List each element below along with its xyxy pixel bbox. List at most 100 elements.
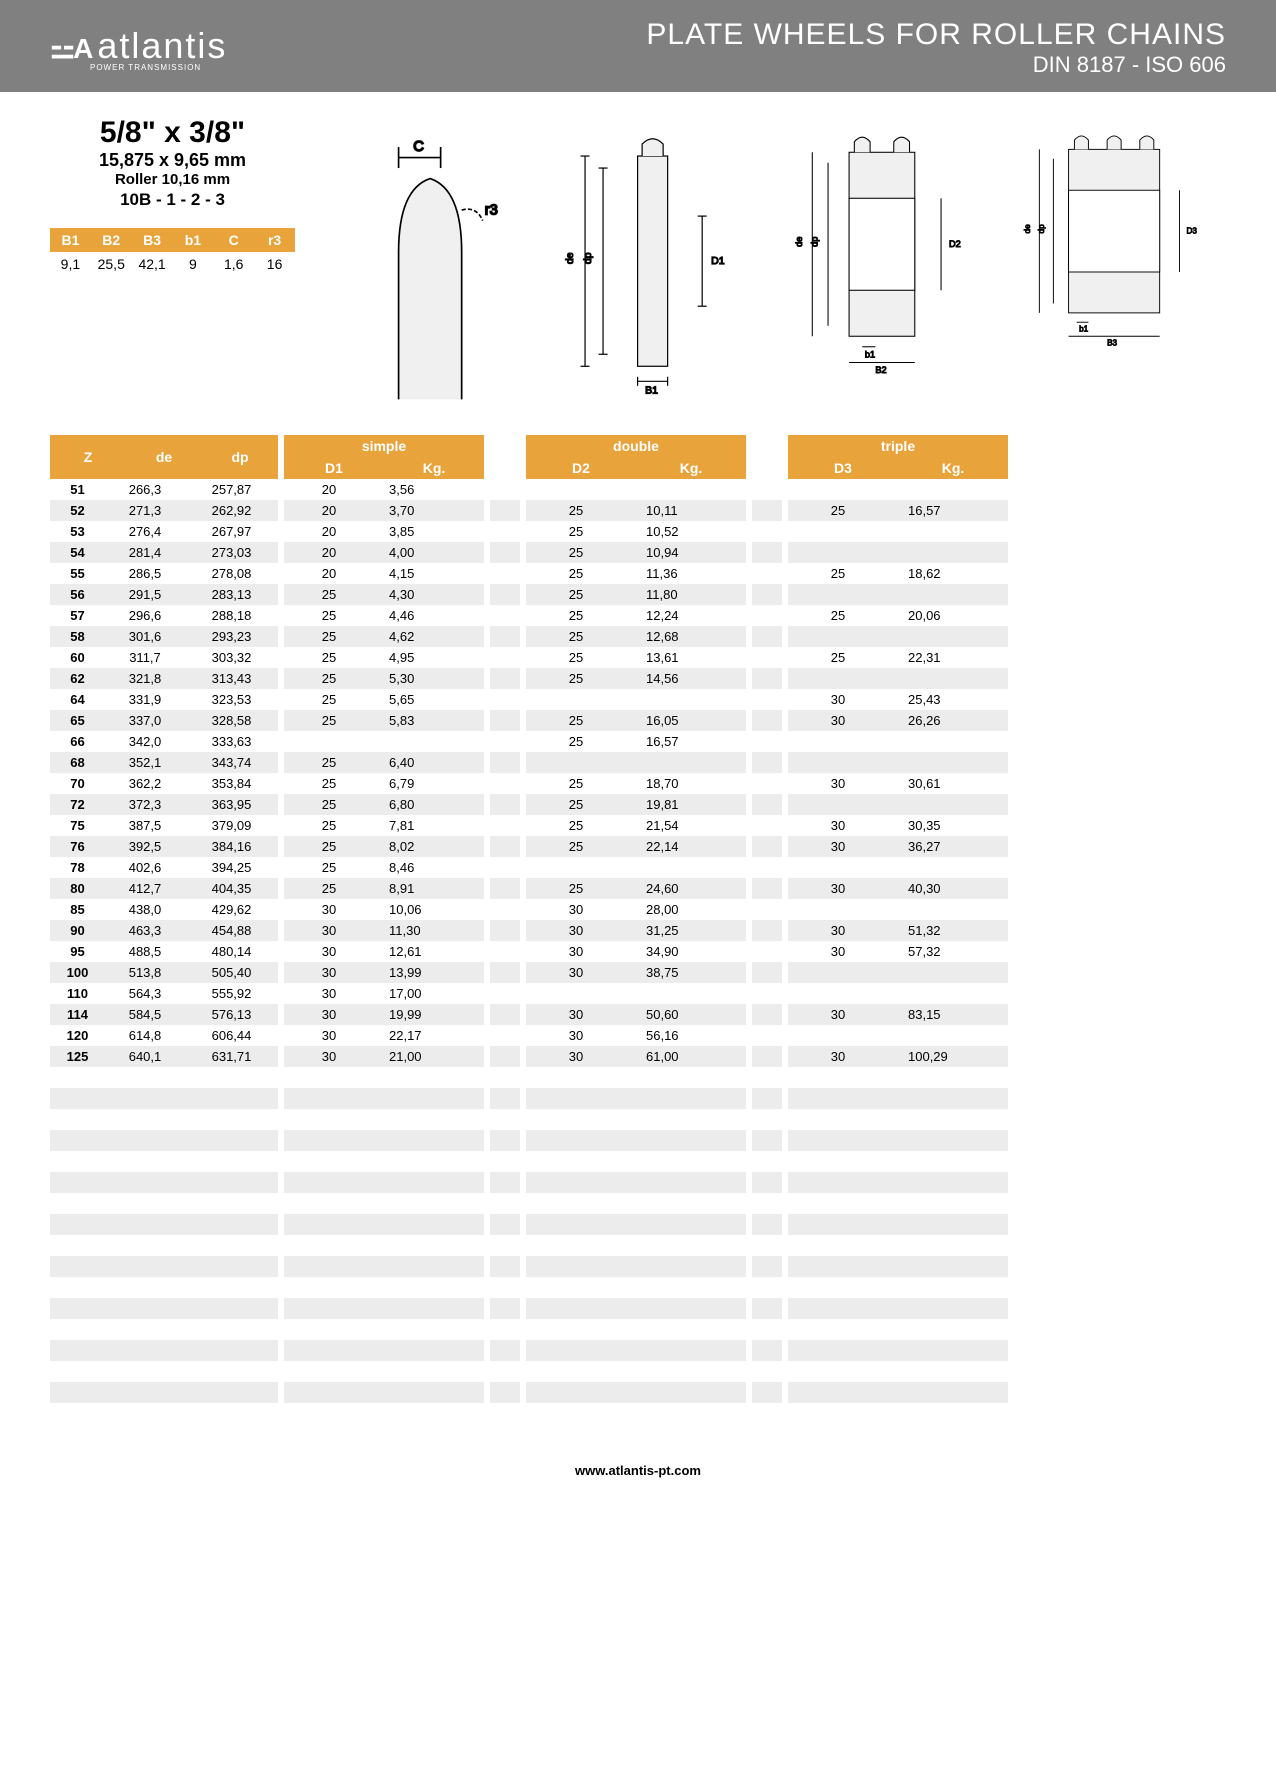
- table-row: [490, 1025, 520, 1046]
- table-cell: 20,06: [888, 605, 1008, 626]
- table-cell: 321,8: [105, 668, 185, 689]
- table-cell: [626, 1298, 746, 1319]
- header-title-line1: PLATE WHEELS FOR ROLLER CHAINS: [646, 18, 1226, 52]
- table-cell: 11,36: [626, 563, 746, 584]
- table-cell: [888, 1298, 1008, 1319]
- spec-sub2: Roller 10,16 mm: [50, 171, 295, 188]
- table-row: 258,91: [284, 878, 484, 899]
- table-row: 64331,9323,53: [50, 689, 278, 710]
- table-cell: [284, 1361, 374, 1382]
- table-cell: 631,71: [185, 1046, 278, 1067]
- table-row: 203,85: [284, 521, 484, 542]
- table-cell: 20: [284, 479, 374, 500]
- table-cell: 25: [788, 500, 888, 521]
- table-row: [490, 710, 520, 731]
- table-row: [526, 1256, 746, 1277]
- table-row: [526, 1382, 746, 1403]
- table-cell: 6,40: [374, 752, 484, 773]
- top-section: 5/8" x 3/8" 15,875 x 9,65 mm Roller 10,1…: [50, 116, 1226, 420]
- table-cell: 30: [788, 941, 888, 962]
- table-row: [490, 689, 520, 710]
- table-cell: 3,70: [374, 500, 484, 521]
- table-row: 57296,6288,18: [50, 605, 278, 626]
- table-row: 70362,2353,84: [50, 773, 278, 794]
- hdr-kg1: Kg.: [384, 457, 484, 479]
- table-cell: 25: [526, 542, 626, 563]
- table-row: 52271,3262,92: [50, 500, 278, 521]
- table-row: [788, 1172, 1008, 1193]
- table-cell: 80: [50, 878, 105, 899]
- table-row: [752, 1130, 782, 1151]
- svg-text:D1: D1: [711, 255, 725, 267]
- table-cell: [888, 1025, 1008, 1046]
- table-row: 110564,3555,92: [50, 983, 278, 1004]
- dim-header: b1: [172, 228, 213, 252]
- table-cell: 25: [526, 647, 626, 668]
- table-row: [526, 1235, 746, 1256]
- col-gap2: [752, 435, 782, 1403]
- table-cell: [284, 1214, 374, 1235]
- table-row: 203,70: [284, 500, 484, 521]
- table-cell: [526, 1298, 626, 1319]
- table-cell: 404,35: [185, 878, 278, 899]
- table-row: [752, 626, 782, 647]
- table-cell: 273,03: [185, 542, 278, 563]
- table-cell: [374, 1130, 484, 1151]
- table-row: [788, 962, 1008, 983]
- table-cell: [105, 1340, 185, 1361]
- table-row: 3026,26: [788, 710, 1008, 731]
- table-cell: 25: [284, 836, 374, 857]
- table-cell: 25: [526, 878, 626, 899]
- table-row: 258,02: [284, 836, 484, 857]
- table-row: [490, 836, 520, 857]
- table-row: 2512,68: [526, 626, 746, 647]
- table-row: [752, 479, 782, 500]
- table-cell: [626, 1340, 746, 1361]
- table-cell: 301,6: [105, 626, 185, 647]
- table-cell: [788, 1298, 888, 1319]
- table-row: 3010,06: [284, 899, 484, 920]
- table-cell: 331,9: [105, 689, 185, 710]
- table-cell: 337,0: [105, 710, 185, 731]
- table-cell: 13,99: [374, 962, 484, 983]
- table-row: [284, 1109, 484, 1130]
- table-cell: [788, 899, 888, 920]
- hdr-double: double: [526, 435, 746, 457]
- table-row: 2524,60: [526, 878, 746, 899]
- table-cell: [50, 1382, 105, 1403]
- table-cell: 61,00: [626, 1046, 746, 1067]
- table-row: [788, 1214, 1008, 1235]
- table-row: 3083,15: [788, 1004, 1008, 1025]
- table-row: [50, 1088, 278, 1109]
- table-row: [752, 710, 782, 731]
- col-zdedp: Z de dp 51266,3257,8752271,3262,9253276,…: [50, 435, 278, 1403]
- table-cell: [284, 1256, 374, 1277]
- dim-header: B1: [50, 228, 91, 252]
- dim-header: C: [213, 228, 254, 252]
- table-row: [490, 1235, 520, 1256]
- table-cell: [374, 1361, 484, 1382]
- table-cell: [526, 1256, 626, 1277]
- table-cell: [626, 1067, 746, 1088]
- table-row: 65337,0328,58: [50, 710, 278, 731]
- table-cell: [374, 1109, 484, 1130]
- table-row: 3013,99: [284, 962, 484, 983]
- table-row: 255,83: [284, 710, 484, 731]
- table-cell: [526, 1109, 626, 1130]
- table-cell: 28,00: [626, 899, 746, 920]
- table-row: [788, 1256, 1008, 1277]
- table-cell: [626, 752, 746, 773]
- table-cell: 34,90: [626, 941, 746, 962]
- table-cell: [105, 1277, 185, 1298]
- table-cell: [50, 1067, 105, 1088]
- table-row: [490, 920, 520, 941]
- table-cell: [788, 1319, 888, 1340]
- table-row: 2511,80: [526, 584, 746, 605]
- table-row: 3040,30: [788, 878, 1008, 899]
- table-cell: [888, 1193, 1008, 1214]
- table-row: [788, 1340, 1008, 1361]
- table-row: 66342,0333,63: [50, 731, 278, 752]
- table-row: [788, 1319, 1008, 1340]
- dim-header: r3: [254, 228, 295, 252]
- table-row: 3036,27: [788, 836, 1008, 857]
